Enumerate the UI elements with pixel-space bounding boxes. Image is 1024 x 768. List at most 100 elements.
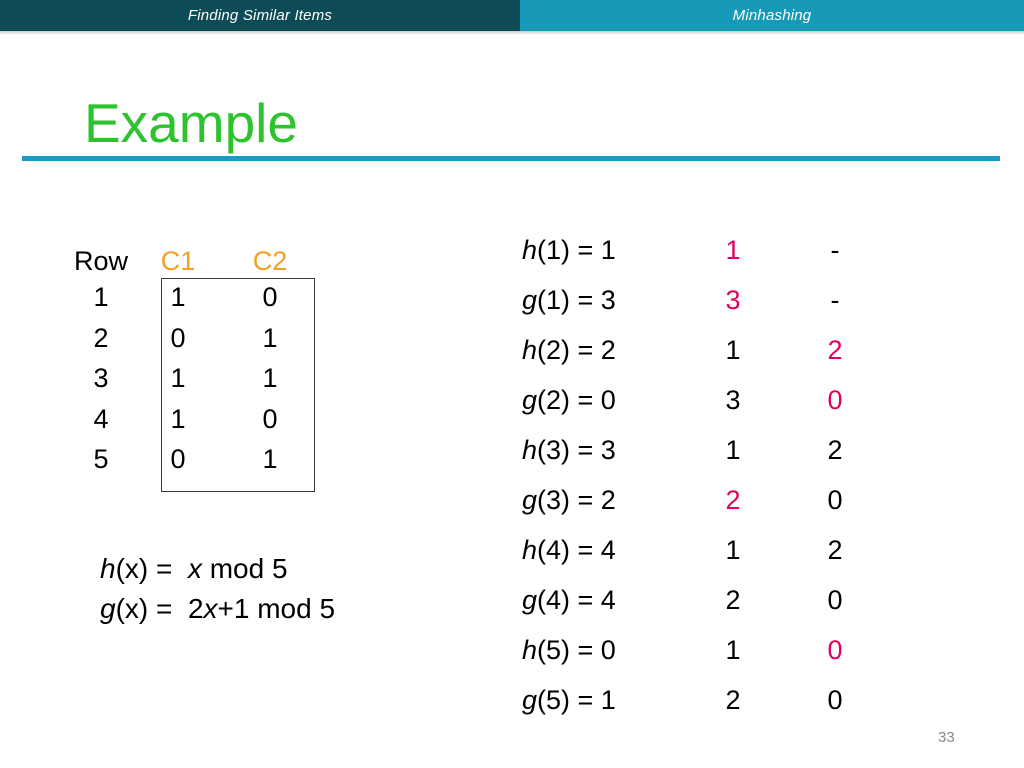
hash-g-body-var: x xyxy=(203,593,218,624)
slide-header-bar: Finding Similar Items Minhashing xyxy=(0,0,1024,31)
matrix-cell-c2: 1 xyxy=(262,363,278,393)
signature-expression: g(4) = 4 xyxy=(522,581,616,619)
list-item: h(5) = 0 1 0 xyxy=(522,631,942,681)
hash-definition-g: g(x) = 2x+1 mod 5 xyxy=(100,589,335,629)
signature-fn-name: h xyxy=(522,535,538,565)
signature-block: h(2) = 2 1 2 g(2) = 0 3 0 xyxy=(522,331,942,431)
header-left-label: Finding Similar Items xyxy=(187,7,333,24)
signature-expression: g(1) = 3 xyxy=(522,281,616,319)
signature-fn-expr: (3) = 3 xyxy=(537,435,616,465)
signature-block: h(4) = 4 1 2 g(4) = 4 2 0 xyxy=(522,531,942,631)
signature-fn-name: g xyxy=(522,585,538,615)
signature-fn-name: h xyxy=(522,235,538,265)
list-item: h(2) = 2 1 2 xyxy=(522,331,942,381)
signature-fn-name: g xyxy=(522,685,538,715)
signature-fn-expr: (5) = 1 xyxy=(537,685,616,715)
signature-block: h(3) = 3 1 2 g(3) = 2 2 0 xyxy=(522,431,942,531)
hash-h-body-rest: mod 5 xyxy=(201,553,288,584)
hash-g-body-pre: 2 xyxy=(187,593,204,624)
matrix-cell-c1: 1 xyxy=(170,403,186,434)
table-row: 5 0 1 xyxy=(70,444,330,485)
matrix-cell-c1: 1 xyxy=(170,282,186,312)
list-item: g(3) = 2 2 0 xyxy=(522,481,942,531)
signature-value-sig1: 3 xyxy=(725,285,741,315)
signature-value-sig2: 2 xyxy=(827,335,843,365)
hash-definition-h: h(x) = x mod 5 xyxy=(100,549,335,589)
signature-fn-name: h xyxy=(522,335,538,365)
signature-computation-list: h(1) = 1 1 - g(1) = 3 3 - h(2) = 2 1 2 g… xyxy=(522,231,942,731)
matrix-cell-c2: 1 xyxy=(262,444,278,474)
list-item: h(4) = 4 1 2 xyxy=(522,531,942,581)
signature-value-sig2: 2 xyxy=(827,535,843,565)
list-item: g(2) = 0 3 0 xyxy=(522,381,942,431)
signature-column-headers: Sig1 Sig2 xyxy=(522,170,922,204)
matrix-cell-c1: 0 xyxy=(170,444,186,474)
matrix-row-label: 4 xyxy=(93,403,109,434)
signature-fn-expr: (1) = 1 xyxy=(537,235,616,265)
signature-value-sig2: - xyxy=(830,285,840,315)
hash-h-name: h xyxy=(100,553,116,584)
header-section-right: Minhashing xyxy=(520,0,1024,31)
signature-fn-name: h xyxy=(522,635,538,665)
signature-block: h(1) = 1 1 - g(1) = 3 3 - xyxy=(522,231,942,331)
signature-value-sig1: 1 xyxy=(725,635,741,665)
signature-value-sig1: 2 xyxy=(725,585,741,615)
header-section-left: Finding Similar Items xyxy=(0,0,520,31)
signature-block: h(5) = 0 1 0 g(5) = 1 2 0 xyxy=(522,631,942,731)
page-number: 33 xyxy=(938,729,955,746)
signature-expression: g(2) = 0 xyxy=(522,381,616,419)
matrix-cell-c2: 0 xyxy=(262,282,278,312)
signature-value-sig1: 1 xyxy=(725,335,741,365)
signature-value-sig1: 1 xyxy=(725,235,741,265)
page-title: Example xyxy=(84,92,298,154)
signature-value-sig2: 0 xyxy=(827,685,843,715)
list-item: h(3) = 3 1 2 xyxy=(522,431,942,481)
matrix-header-row: Row C1 C2 xyxy=(70,246,330,282)
signature-fn-name: h xyxy=(522,435,538,465)
list-item: g(4) = 4 2 0 xyxy=(522,581,942,631)
hash-g-name: g xyxy=(100,593,116,624)
matrix-cell-c1: 1 xyxy=(170,363,186,393)
table-row: 4 1 0 xyxy=(70,404,330,445)
matrix-row-label: 5 xyxy=(93,444,109,474)
matrix-cell-c2: 0 xyxy=(262,403,278,434)
signature-fn-name: g xyxy=(522,285,538,315)
signature-value-sig2: - xyxy=(830,235,840,265)
hash-h-body-var: x xyxy=(187,553,202,584)
signature-expression: h(4) = 4 xyxy=(522,531,616,569)
signature-fn-expr: (4) = 4 xyxy=(537,585,616,615)
signature-fn-expr: (1) = 3 xyxy=(537,285,616,315)
signature-value-sig1: 2 xyxy=(725,485,741,515)
signature-expression: h(5) = 0 xyxy=(522,631,616,669)
signature-value-sig2: 2 xyxy=(827,435,843,465)
list-item: h(1) = 1 1 - xyxy=(522,231,942,281)
title-underline-rule xyxy=(22,156,1000,161)
signature-fn-expr: (2) = 2 xyxy=(537,335,616,365)
signature-expression: h(2) = 2 xyxy=(522,331,616,369)
matrix-header-row-label: Row xyxy=(73,246,128,276)
list-item: g(5) = 1 2 0 xyxy=(522,681,942,731)
matrix-header-c1: C1 xyxy=(160,246,196,276)
table-row: 3 1 1 xyxy=(70,363,330,404)
signature-value-sig1: 3 xyxy=(725,385,741,415)
signature-value-sig2: 0 xyxy=(827,385,843,415)
signature-value-sig2: 0 xyxy=(827,485,843,515)
matrix-cell-c1: 0 xyxy=(170,322,186,353)
table-row: 2 0 1 xyxy=(70,323,330,364)
signature-value-sig2: 0 xyxy=(827,585,843,615)
signature-value-sig2: 0 xyxy=(827,635,843,665)
matrix-row-label: 1 xyxy=(93,282,109,312)
matrix-row-label: 2 xyxy=(93,322,109,353)
matrix-row-label: 3 xyxy=(93,363,109,393)
hash-g-body-rest: +1 mod 5 xyxy=(217,593,336,624)
boolean-matrix: Row C1 C2 1 1 0 2 0 1 3 1 1 4 1 0 5 0 1 xyxy=(70,246,330,485)
signature-fn-expr: (4) = 4 xyxy=(537,535,616,565)
hash-h-arg: (x) xyxy=(115,553,149,584)
header-shadow-divider xyxy=(0,31,1024,35)
hash-function-definitions: h(x) = x mod 5 g(x) = 2x+1 mod 5 xyxy=(100,549,335,629)
signature-fn-expr: (2) = 0 xyxy=(537,385,616,415)
signature-expression: g(3) = 2 xyxy=(522,481,616,519)
matrix-cell-c2: 1 xyxy=(262,322,278,353)
signature-expression: g(5) = 1 xyxy=(522,681,616,719)
signature-value-sig1: 2 xyxy=(725,685,741,715)
